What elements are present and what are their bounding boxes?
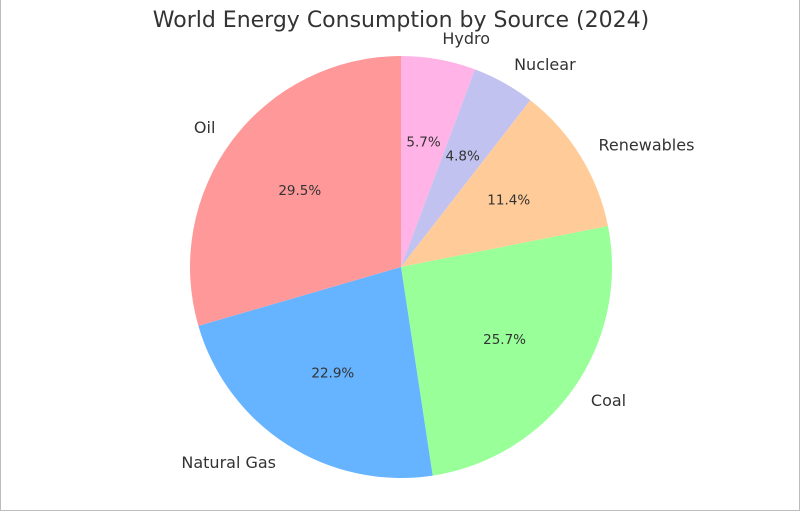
slice-label-coal: Coal [591, 391, 626, 410]
slice-label-natural-gas: Natural Gas [181, 453, 276, 472]
slice-percent-natural-gas: 22.9% [311, 366, 354, 382]
slice-label-oil: Oil [194, 118, 215, 137]
slice-percent-nuclear: 4.8% [446, 148, 480, 164]
slice-percent-renewables: 11.4% [487, 193, 530, 209]
slice-category-labels: Hydro Nuclear Renewables Coal Natural Gas Oil [181, 29, 694, 472]
slice-percent-oil: 29.5% [278, 183, 321, 199]
slice-percent-hydro: 5.7% [406, 134, 440, 150]
pie-slices [190, 56, 612, 479]
pie-slice-coal [401, 226, 612, 476]
slice-label-nuclear: Nuclear [514, 55, 576, 74]
pie-slice-oil [190, 56, 401, 326]
slice-percent-coal: 25.7% [483, 332, 526, 348]
pie-slice-renewables [401, 100, 609, 268]
chart-title: World Energy Consumption by Source (2024… [153, 8, 649, 33]
slice-label-renewables: Renewables [599, 136, 695, 155]
pie-slice-hydro [401, 56, 475, 267]
slice-percent-labels: 5.7% 4.8% 11.4% 25.7% 22.9% 29.5% [278, 134, 530, 381]
slice-label-hydro: Hydro [442, 29, 490, 48]
pie-slice-nuclear [401, 69, 531, 268]
pie-slice-natural-gas [198, 267, 433, 479]
